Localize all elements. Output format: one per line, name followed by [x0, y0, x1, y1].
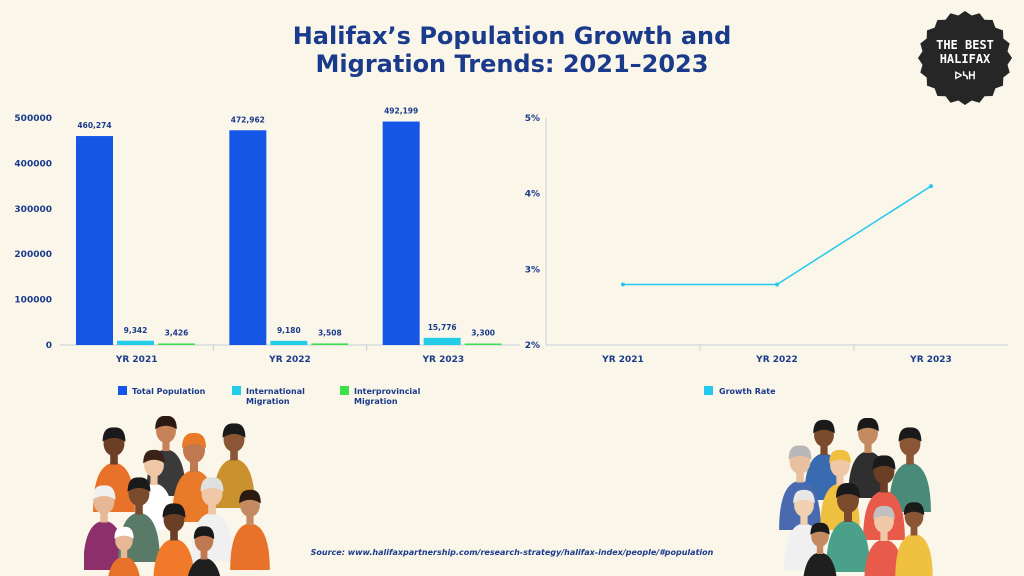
person-figure: [803, 522, 837, 576]
bar-legend-label: Migration: [246, 397, 290, 406]
bar-value-label: 3,426: [165, 328, 189, 337]
bar-2-0: [158, 343, 195, 345]
line-y-tick-label: 3%: [525, 265, 540, 275]
bar-value-label: 460,274: [77, 121, 111, 130]
bar-value-label: 9,180: [277, 326, 301, 335]
person-figure: [187, 526, 221, 576]
growth-rate-point: [929, 184, 933, 189]
bar-2-1: [311, 343, 349, 345]
title-line-1: Halifax’s Population Growth and: [292, 22, 732, 50]
line-x-tick-label: YR 2021: [601, 355, 644, 365]
bar-value-label: 3,508: [318, 328, 342, 337]
bar-0-1: [229, 130, 267, 345]
bar-legend-label: International: [246, 387, 305, 396]
bar-y-tick-label: 200000: [14, 250, 52, 260]
bar-legend-swatch: [340, 386, 349, 395]
bar-legend-label: Total Population: [132, 387, 206, 396]
bar-x-tick-label: YR 2022: [268, 355, 311, 365]
person-figure: [895, 502, 933, 576]
bar-y-tick-label: 100000: [14, 296, 52, 306]
growth-rate-line: [623, 185, 932, 286]
line-x-tick-label: YR 2023: [909, 355, 952, 365]
growth-rate-point: [775, 282, 779, 287]
bar-2-2: [464, 343, 502, 345]
bar-value-label: 492,199: [384, 107, 418, 116]
person-figure: [889, 427, 931, 512]
person-figure: [826, 482, 870, 572]
bar-legend-label: Migration: [354, 397, 398, 406]
person-figure: [153, 503, 195, 576]
bar-legend-swatch: [232, 386, 241, 395]
crowd-illustration-left: [84, 416, 270, 576]
page-title: Halifax’s Population Growth and Migratio…: [0, 22, 1024, 78]
person-figure: [108, 526, 140, 576]
bar-y-tick-label: 400000: [14, 159, 52, 169]
bar-y-tick-label: 300000: [14, 205, 52, 215]
bar-value-label: 15,776: [428, 323, 457, 332]
line-legend-swatch: [704, 386, 713, 395]
source-citation: Source: www.halifaxpartnership.com/resea…: [310, 548, 714, 557]
person-figure: [230, 489, 270, 570]
growth-rate-point: [621, 282, 625, 287]
bar-0-0: [76, 136, 113, 345]
badge-line-1: THE BEST: [936, 38, 994, 52]
line-x-tick-label: YR 2022: [755, 355, 798, 365]
line-y-tick-label: 4%: [525, 190, 540, 200]
bar-y-tick-label: 0: [46, 341, 52, 351]
person-figure: [84, 485, 125, 570]
bar-value-label: 9,342: [124, 326, 148, 335]
badge-seal-shape: [918, 11, 1012, 105]
person-figure: [118, 477, 160, 562]
line-y-tick-label: 5%: [525, 114, 540, 124]
brand-logo-badge: THE BEST HALIFAX ᐅᓴᕼ: [917, 10, 1013, 106]
badge-mark: ᐅᓴᕼ: [954, 71, 976, 82]
bar-legend-swatch: [118, 386, 127, 395]
bar-1-2: [423, 337, 461, 345]
bar-y-tick-label: 500000: [14, 114, 52, 124]
bar-value-label: 3,300: [471, 329, 495, 338]
bar-0-2: [382, 121, 420, 345]
bar-1-1: [270, 340, 308, 345]
bar-value-label: 472,962: [231, 115, 265, 124]
badge-line-2: HALIFAX: [939, 52, 991, 66]
line-legend-label: Growth Rate: [719, 387, 776, 396]
bar-1-0: [117, 340, 154, 345]
bar-x-tick-label: YR 2023: [422, 355, 465, 365]
crowd-illustration-right: [779, 418, 933, 576]
title-line-2: Migration Trends: 2021–2023: [315, 50, 709, 78]
person-figure: [864, 505, 904, 576]
line-y-tick-label: 2%: [525, 341, 540, 351]
bar-legend-label: Interprovincial: [354, 387, 421, 396]
bar-x-tick-label: YR 2021: [115, 355, 158, 365]
